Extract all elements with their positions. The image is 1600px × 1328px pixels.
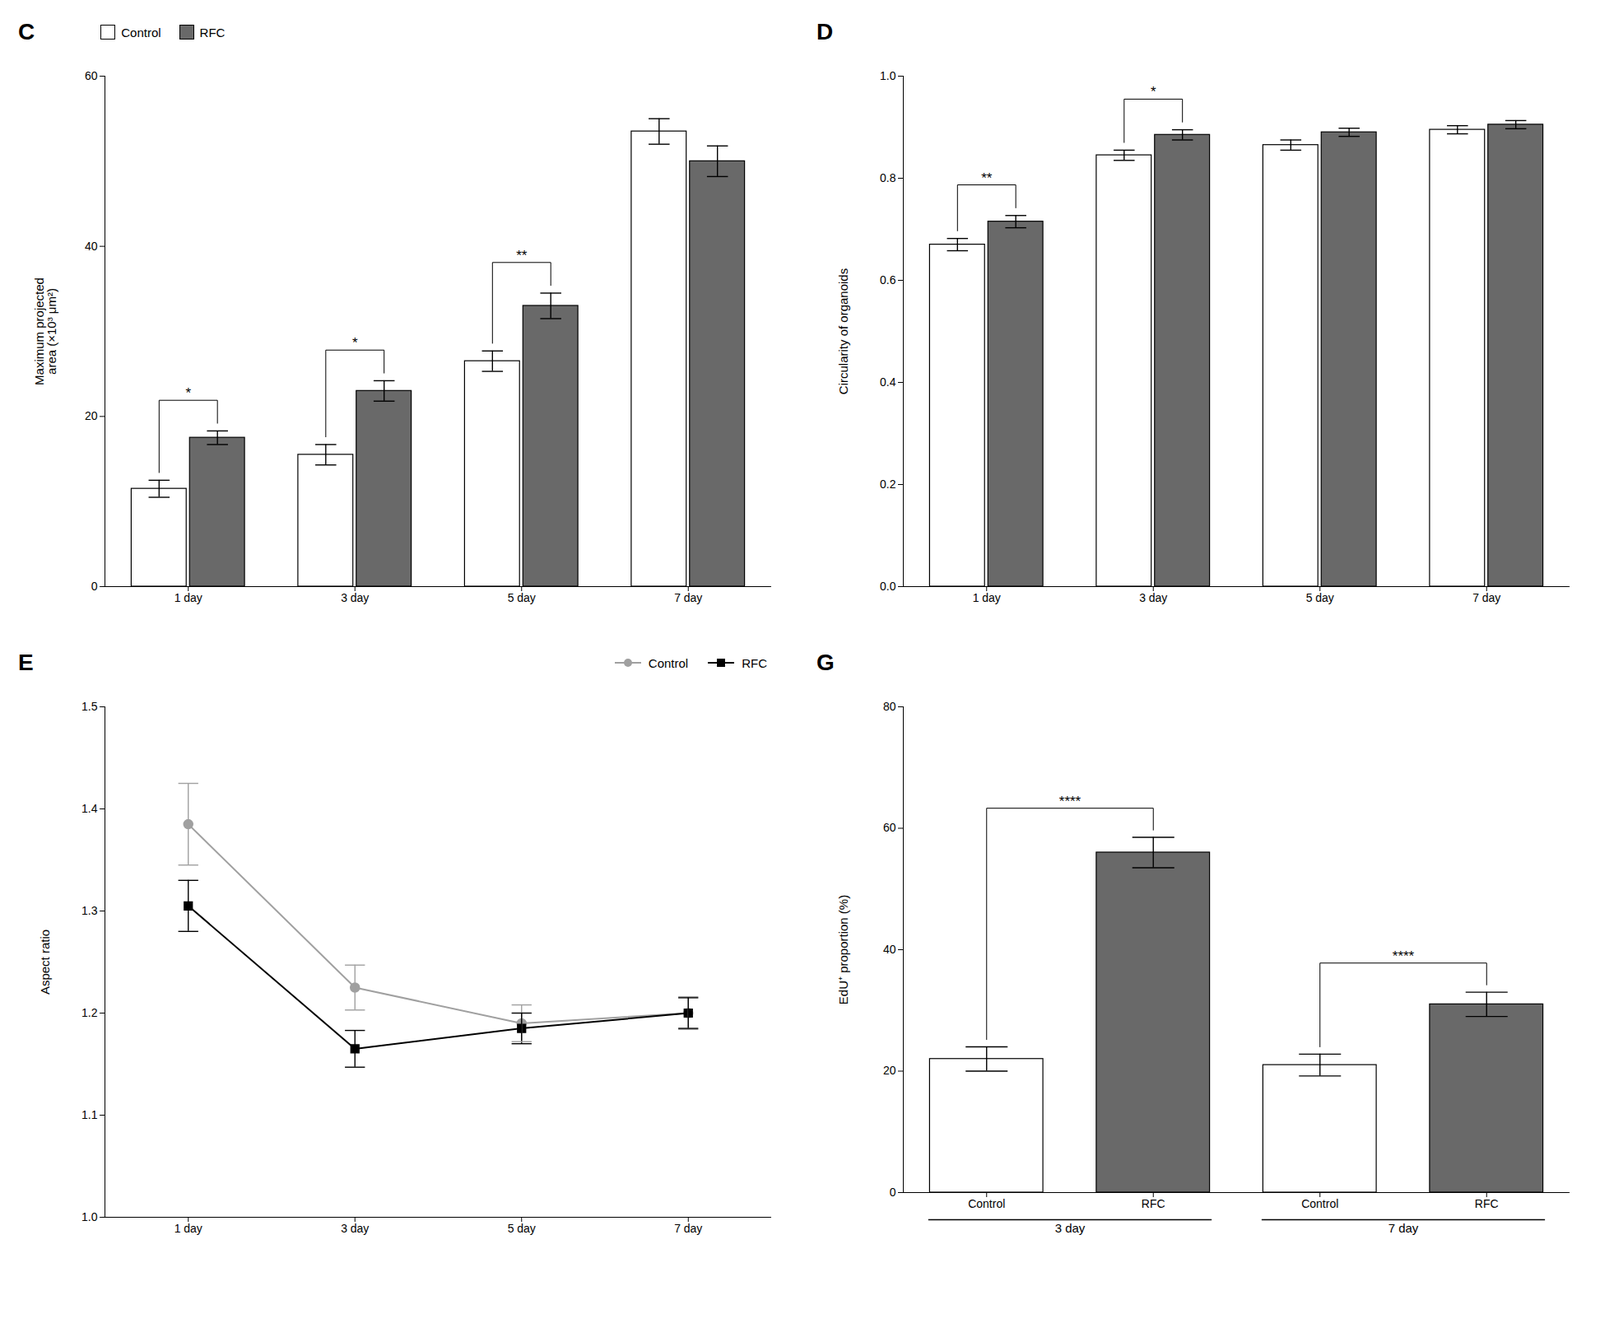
svg-text:20: 20	[883, 1063, 897, 1077]
svg-text:60: 60	[84, 69, 98, 83]
svg-text:0.0: 0.0	[879, 579, 897, 593]
svg-text:Aspect ratio: Aspect ratio	[37, 929, 52, 995]
svg-text:0: 0	[889, 1185, 897, 1199]
svg-text:Maximum projectedarea (×10³ μm: Maximum projectedarea (×10³ μm²)	[32, 277, 59, 386]
svg-text:1.0: 1.0	[81, 1209, 98, 1224]
svg-text:5 day: 5 day	[507, 590, 536, 605]
svg-text:0: 0	[91, 579, 98, 593]
html-text:E: E	[18, 649, 34, 675]
html-text:RFC: RFC	[741, 655, 768, 670]
svg-text:1 day: 1 day	[174, 1221, 203, 1235]
svg-text:EdU⁺ proportion (%): EdU⁺ proportion (%)	[836, 894, 851, 1005]
svg-text:1 day: 1 day	[174, 590, 203, 605]
svg-text:0.8: 0.8	[879, 171, 897, 185]
svg-text:1.3: 1.3	[81, 903, 98, 917]
svg-text:5 day: 5 day	[1306, 590, 1335, 605]
svg-text:Control: Control	[967, 1196, 1005, 1210]
svg-text:*: *	[185, 385, 191, 401]
svg-text:**: **	[516, 247, 528, 264]
svg-text:7 day: 7 day	[1472, 590, 1501, 605]
svg-text:*: *	[1150, 83, 1157, 100]
svg-text:7 day: 7 day	[674, 1221, 703, 1235]
svg-text:3 day: 3 day	[340, 1221, 369, 1235]
html-text:G: G	[816, 649, 835, 675]
svg-text:0.6: 0.6	[879, 273, 897, 287]
svg-text:Control: Control	[1301, 1196, 1339, 1210]
svg-text:80: 80	[883, 699, 897, 713]
svg-text:1.1: 1.1	[81, 1107, 98, 1121]
svg-text:60: 60	[883, 820, 897, 834]
svg-text:7 day: 7 day	[674, 590, 703, 605]
svg-text:5 day: 5 day	[507, 1221, 536, 1235]
svg-text:****: ****	[1059, 793, 1082, 810]
svg-text:1 day: 1 day	[972, 590, 1001, 605]
svg-text:40: 40	[84, 239, 98, 253]
svg-text:1.5: 1.5	[81, 699, 98, 713]
svg-text:*: *	[352, 334, 359, 351]
svg-text:1.2: 1.2	[81, 1005, 98, 1019]
svg-text:7 day: 7 day	[1388, 1220, 1419, 1235]
html-text:RFC: RFC	[199, 25, 226, 40]
svg-text:20: 20	[84, 409, 98, 423]
svg-text:0.2: 0.2	[879, 477, 897, 491]
svg-text:**: **	[981, 170, 993, 187]
svg-text:1.0: 1.0	[879, 69, 897, 83]
svg-text:3 day: 3 day	[1139, 590, 1168, 605]
svg-text:Circularity of organoids: Circularity of organoids	[836, 268, 851, 395]
svg-text:3 day: 3 day	[340, 590, 369, 605]
html-text:C: C	[18, 18, 35, 45]
html-text:Control: Control	[648, 655, 689, 670]
svg-text:****: ****	[1392, 948, 1415, 964]
svg-text:1.4: 1.4	[81, 801, 98, 815]
svg-text:RFC: RFC	[1474, 1196, 1499, 1210]
html-text:Control: Control	[121, 25, 161, 40]
svg-text:RFC: RFC	[1141, 1196, 1166, 1210]
html-text:D: D	[816, 18, 834, 45]
svg-text:40: 40	[883, 942, 897, 956]
svg-text:3 day: 3 day	[1055, 1220, 1086, 1235]
svg-text:0.4: 0.4	[879, 375, 897, 389]
